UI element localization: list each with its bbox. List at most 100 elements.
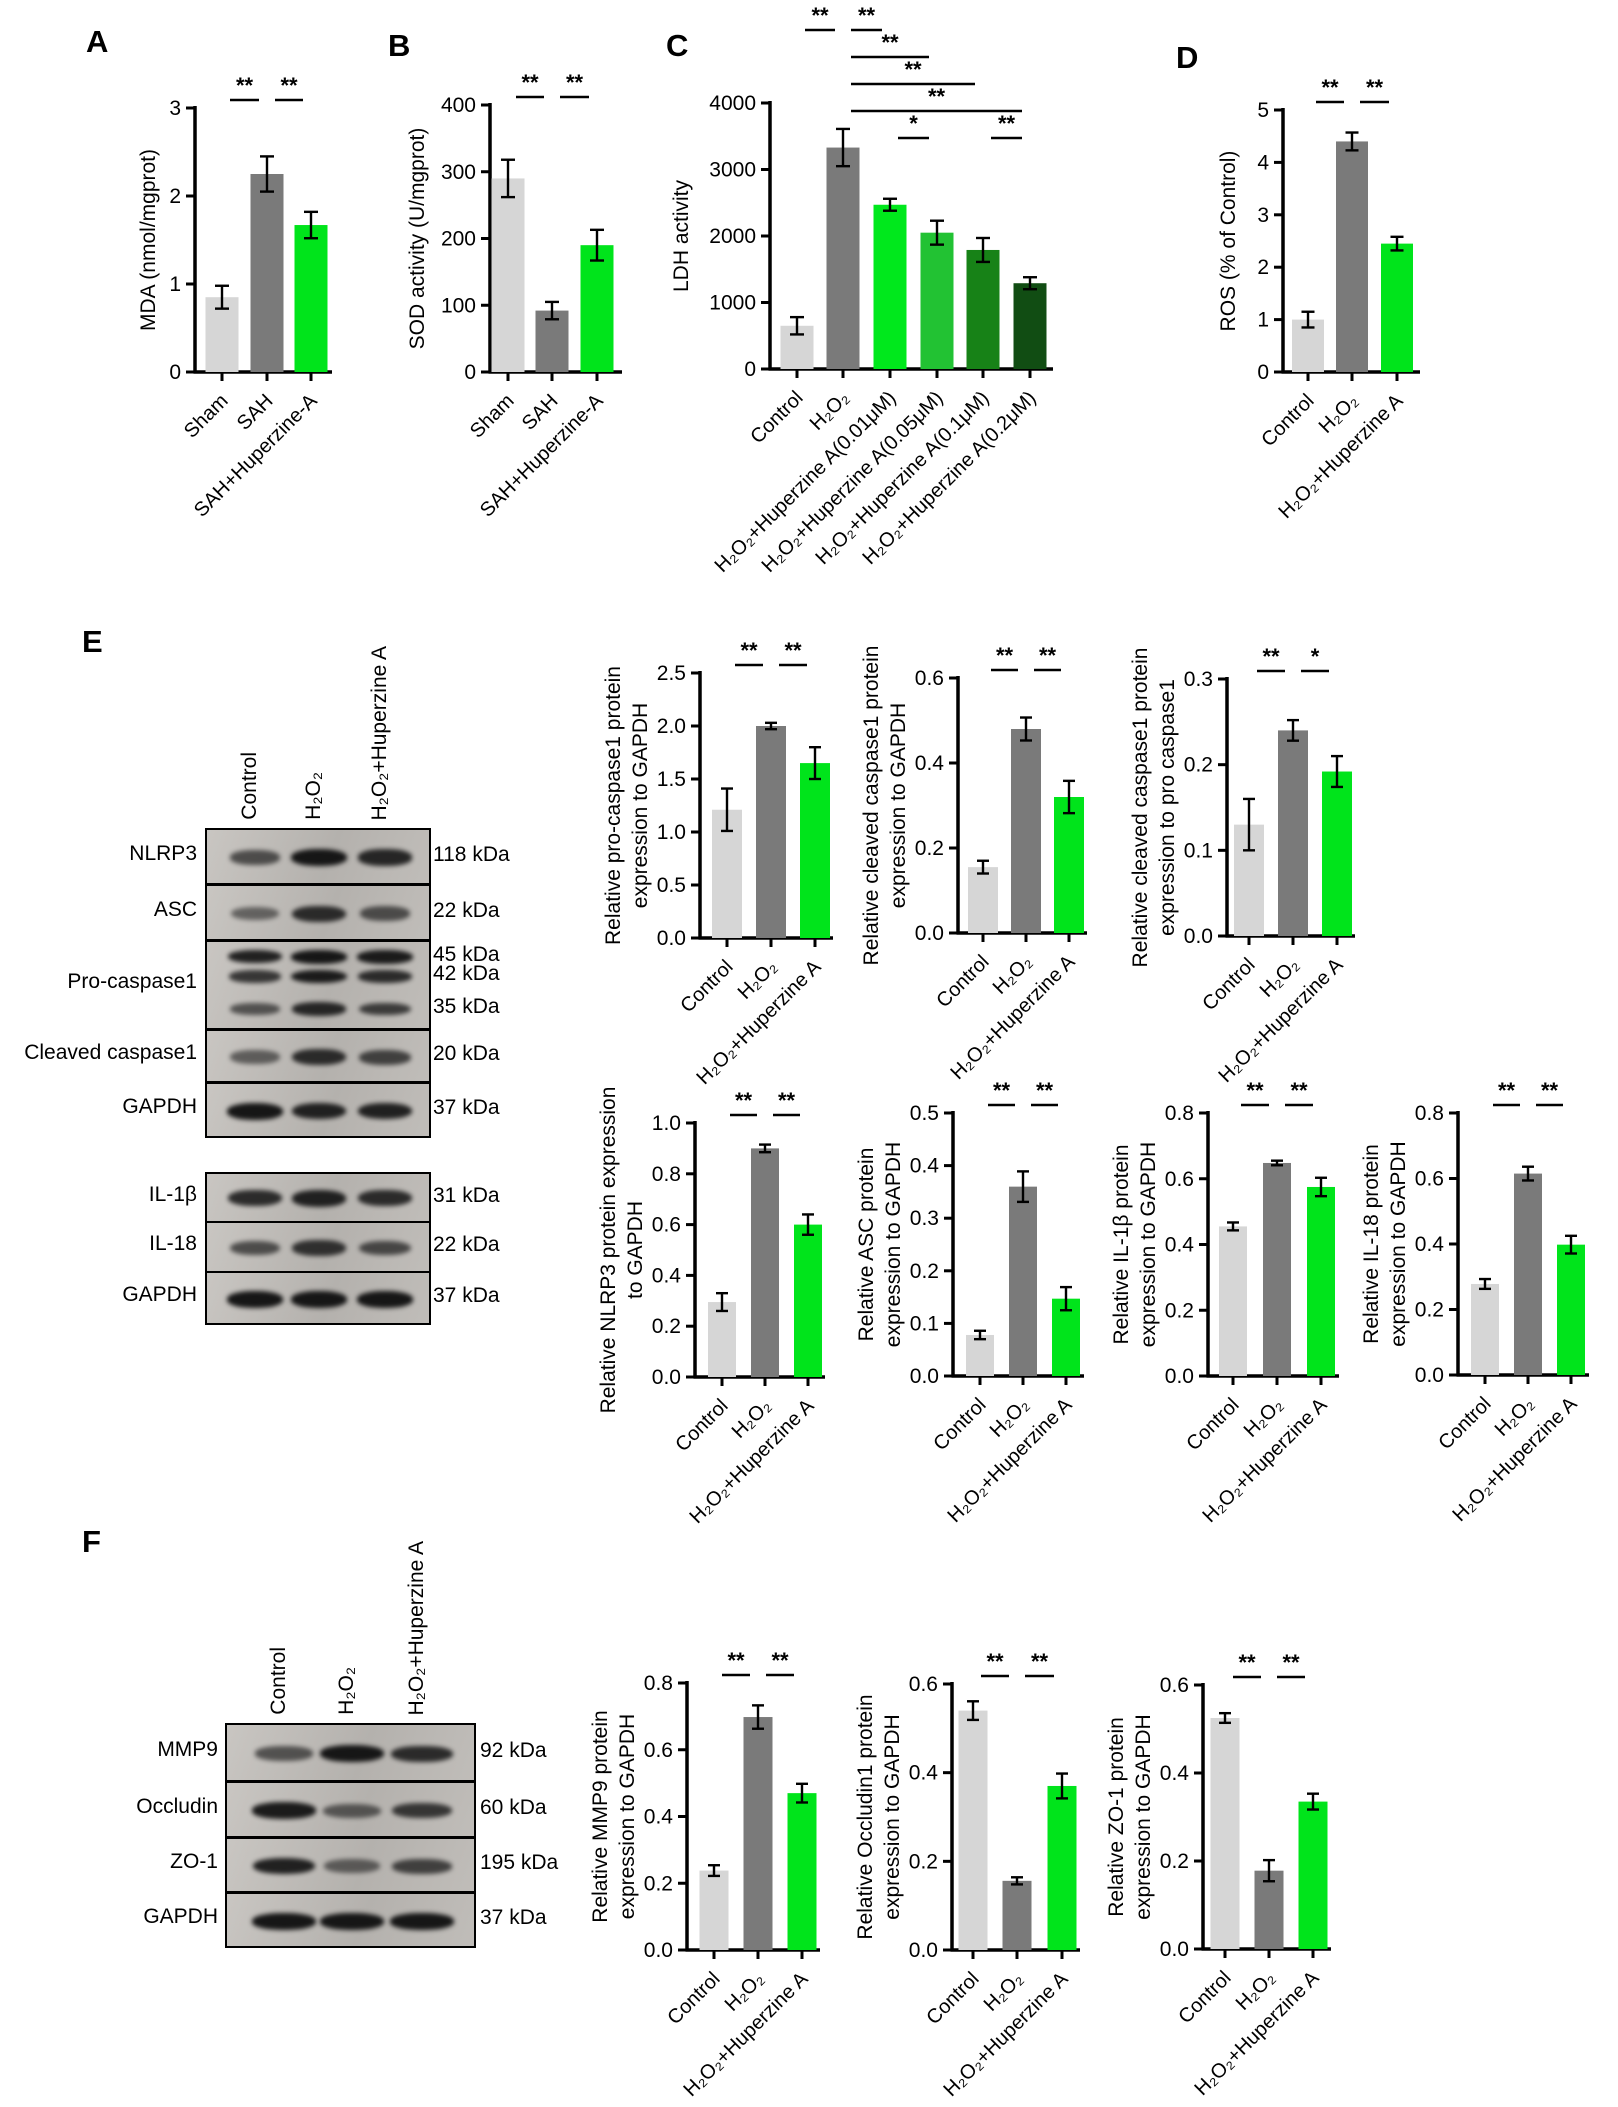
x-tick-label: Control (746, 387, 807, 448)
blot-protein-label: GAPDH (122, 1095, 197, 1118)
blot-band (292, 905, 346, 922)
y-axis-title: Relative cleaved caspase1 protein (1129, 648, 1152, 968)
y-tick-label: 0.4 (909, 1762, 939, 1785)
y-tick-label: 0.6 (652, 1214, 681, 1237)
sig-label: ** (740, 638, 758, 663)
blot-protein-label: IL-18 (149, 1232, 197, 1255)
y-axis-title: expression to GAPDH (887, 703, 910, 908)
y-tick-label: 3 (169, 97, 181, 120)
y-axis-title: Relative MMP9 protein (589, 1710, 612, 1922)
y-tick-label: 0 (464, 361, 476, 384)
blot-protein-label: ZO-1 (170, 1850, 218, 1873)
blot-band (320, 1912, 384, 1930)
blot-band (357, 849, 413, 866)
y-tick-label: 2 (1257, 256, 1269, 279)
blot-protein-label: ASC (153, 897, 197, 921)
sig-label: ** (566, 70, 584, 95)
bar-1 (1514, 1173, 1542, 1375)
bar-2 (787, 1793, 817, 1950)
blot-band (391, 1745, 453, 1762)
blot-band (230, 1050, 280, 1064)
sig-label: ** (928, 84, 946, 109)
y-tick-label: 4 (1257, 151, 1269, 174)
sig-label: ** (858, 3, 876, 28)
sig-label: ** (778, 1088, 796, 1113)
y-tick-label: 0.0 (1165, 1365, 1194, 1388)
panel-letter-b: B (388, 28, 411, 63)
chart-E4: 0.0 0.2 0.4 0.6 0.8 1.0 Relative NLRP3 protein… (597, 1087, 825, 1528)
x-tick-label: Control (676, 956, 737, 1017)
x-tick-label: Control (1198, 954, 1259, 1015)
blot-protein-label: NLRP3 (129, 841, 197, 865)
blot-lane-label: H₂O₂+Huperzine A (405, 1540, 428, 1715)
blot-lane-label: H₂O₂ (335, 1667, 358, 1715)
y-axis-title: expression to GAPDH (629, 703, 652, 908)
blot-band (323, 1859, 381, 1873)
y-tick-label: 0.0 (910, 1365, 939, 1388)
sig-label: ** (993, 1078, 1011, 1103)
y-tick-label: 0.8 (1415, 1102, 1444, 1125)
bar-1 (751, 1148, 779, 1377)
blot-kda-label: 22 kDa (433, 898, 500, 922)
sig-label: ** (1282, 1650, 1300, 1675)
sig-label: ** (1036, 1078, 1054, 1103)
y-axis-title: MDA (nmol/mgprot) (137, 149, 160, 331)
bar-2 (294, 225, 328, 372)
x-tick-label: Control (1257, 390, 1318, 451)
blot-band (229, 1240, 281, 1256)
chart-F1: 0.0 0.2 0.4 0.6 0.8 Relative MMP9 protein expr… (589, 1648, 820, 2101)
blot-band (291, 1190, 347, 1207)
bar-2 (1047, 1785, 1077, 1950)
blot-lane-label: Control (267, 1647, 290, 1715)
blot-lane-label: Control (238, 752, 261, 820)
y-axis-title: Relative cleaved caspase1 protein (860, 646, 883, 966)
bar-0 (699, 1870, 729, 1950)
x-tick-label: Sham (180, 390, 233, 443)
blot-band (357, 1102, 413, 1120)
bar-2 (1557, 1244, 1585, 1375)
blot-kda-label: 45 kDa (433, 942, 500, 966)
blot-band (227, 949, 283, 964)
x-tick-label: Control (929, 1394, 990, 1455)
y-tick-label: 0.6 (1415, 1168, 1444, 1191)
blot-membrane-pro-caspase1 (205, 940, 431, 1030)
sig-label: ** (1238, 1650, 1256, 1675)
chart-E2: 0.0 0.2 0.4 0.6 Relative cleaved caspase1 pr… (860, 643, 1087, 1084)
sig-label: ** (996, 643, 1014, 668)
bar-1 (1336, 141, 1368, 372)
sig-label: ** (236, 73, 254, 98)
y-axis-title: expression to GAPDH (1137, 1142, 1160, 1347)
y-tick-label: 400 (441, 94, 476, 117)
blot-band (227, 1102, 283, 1120)
blot-band (252, 1857, 316, 1875)
blot-membrane-nlrp3 (205, 828, 431, 885)
y-tick-label: 200 (441, 228, 476, 251)
blot-membrane-gapdh (225, 1892, 476, 1948)
chart-E7: 0.0 0.2 0.4 0.6 0.8 Relative IL-18 protein exp… (1360, 1078, 1589, 1526)
bar-4 (966, 249, 1000, 369)
bar-1 (535, 310, 569, 372)
x-tick-label: Control (922, 1968, 983, 2029)
blot-band (359, 1240, 411, 1256)
blot-band (291, 949, 347, 964)
blot-membrane-mmp9 (225, 1723, 476, 1782)
y-tick-label: 0.2 (1415, 1299, 1444, 1322)
y-tick-label: 0.0 (652, 1366, 681, 1389)
blot-band (390, 1912, 454, 1930)
y-tick-label: 0.0 (909, 1939, 938, 1962)
y-tick-label: 0.8 (652, 1163, 681, 1186)
bar-1 (1263, 1162, 1291, 1376)
y-tick-label: 0.0 (1415, 1364, 1444, 1387)
y-axis-title: Relative NLRP3 protein expression (597, 1087, 620, 1414)
y-tick-label: 0.2 (910, 1260, 939, 1283)
panel-letter-e: E (82, 624, 103, 659)
y-axis-title: Relative IL-1β protein (1110, 1144, 1133, 1344)
y-tick-label: 3000 (709, 159, 756, 182)
sig-label: ** (881, 30, 899, 55)
y-tick-label: 0.6 (1165, 1168, 1194, 1191)
panel-letter-d: D (1176, 40, 1199, 75)
bar-1 (1278, 730, 1308, 936)
y-tick-label: 0.6 (1160, 1674, 1189, 1697)
blot-band (357, 1290, 413, 1308)
